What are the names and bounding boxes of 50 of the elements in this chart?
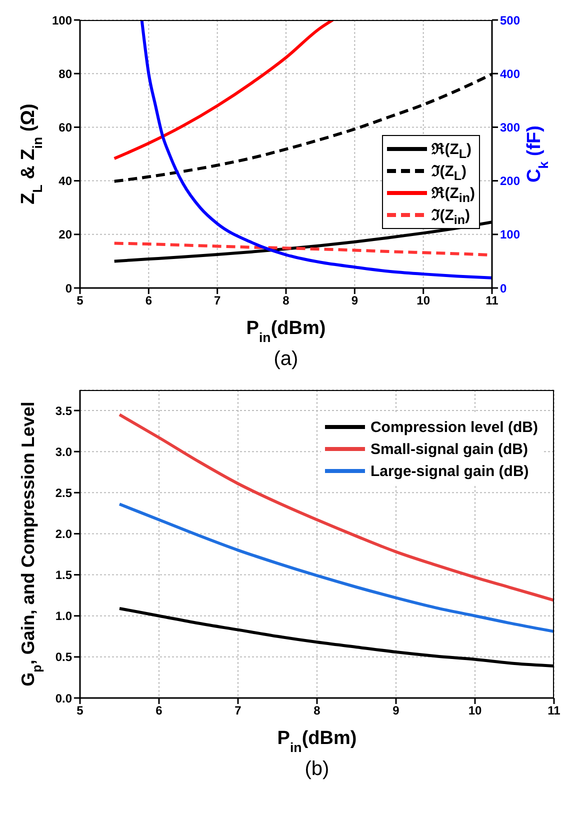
y-tick-label: 2.5 — [55, 486, 72, 500]
y2-tick-label: 300 — [500, 120, 520, 134]
x-axis-title: P$_{in}$(dBm) — [277, 728, 357, 754]
y-tick-label: 0.5 — [55, 650, 72, 664]
x-tick-label: 10 — [468, 704, 482, 718]
x-tick-label: 5 — [76, 704, 84, 718]
x-tick-label: 8 — [282, 294, 290, 308]
y-tick-label: 0 — [65, 281, 72, 296]
legend-label: ℑ(Z$_{L}$) — [432, 162, 467, 183]
y-tick-label: 80 — [58, 66, 72, 81]
line-series — [140, 20, 492, 280]
y-tick-label: 60 — [58, 120, 72, 134]
x-tick-label: 6 — [156, 704, 163, 718]
line-series — [118, 502, 554, 633]
legend-label: ℜ(Z$_{L}$) — [432, 140, 472, 161]
y-tick-label: 1.5 — [55, 568, 72, 582]
y-tick-label: 0.0 — [55, 691, 72, 706]
y2-tick-label: 100 — [500, 228, 520, 242]
x-tick-label: 6 — [145, 294, 152, 308]
legend-label: Large-signal gain (dB) — [370, 462, 529, 480]
x-tick-label: 10 — [416, 294, 430, 308]
legend-label: Small-signal gain (dB) — [370, 440, 528, 458]
x-tick-label: 11 — [486, 294, 499, 308]
x-tick-label: 11 — [548, 704, 561, 718]
y-tick-label: 40 — [58, 174, 72, 188]
line-series — [112, 20, 334, 160]
y-tick-label: 3.0 — [55, 444, 72, 459]
x-tick-label: 9 — [351, 294, 358, 308]
x-tick-label: 5 — [76, 294, 84, 308]
y-tick-label: 1.0 — [55, 609, 72, 624]
y2-tick-label: 0 — [500, 281, 507, 296]
x-tick-label: 7 — [214, 294, 221, 308]
x-tick-label: 8 — [314, 704, 321, 718]
y2-tick-label: 500 — [500, 13, 520, 28]
text: (b) — [304, 758, 330, 782]
legend-label: ℜ(Z$_{in}$) — [432, 184, 475, 205]
legend-label: ℑ(Z$_{in}$) — [432, 206, 470, 227]
y-tick-label: 20 — [58, 228, 72, 242]
text: (a) — [272, 348, 300, 372]
x-tick-label: 7 — [234, 704, 242, 718]
x-axis-title: P$_{in}$(dBm) — [246, 318, 326, 344]
y-tick-label: 3.5 — [55, 404, 72, 418]
y-tick-label: 100 — [52, 13, 72, 28]
y2-tick-label: 400 — [500, 66, 520, 81]
x-tick-label: 9 — [392, 704, 400, 718]
y-tick-label: 2.0 — [55, 526, 72, 541]
line-series — [118, 413, 554, 602]
legend-label: Compression level (dB) — [370, 418, 538, 436]
y2-tick-label: 200 — [500, 174, 520, 188]
line-series — [118, 606, 554, 668]
